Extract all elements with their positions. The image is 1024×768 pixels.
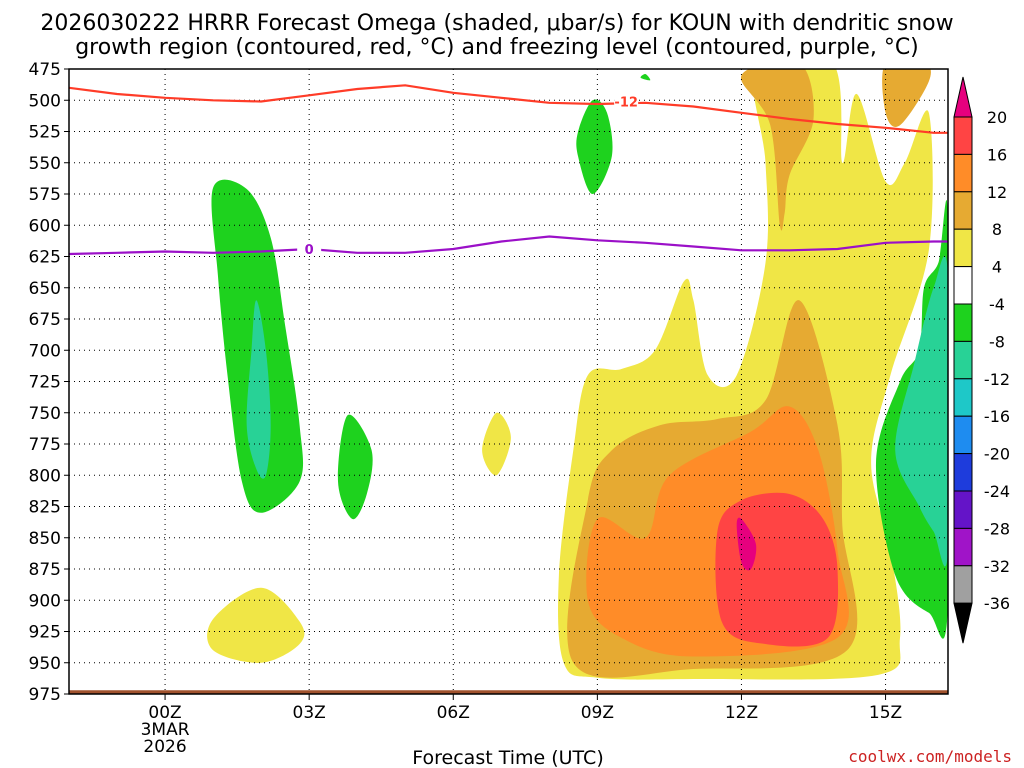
y-tick-label: 650 [29, 279, 61, 299]
colorbar-swatch [953, 527, 973, 567]
colorbar-label: -16 [984, 407, 1010, 426]
contour-label-dendritic-snow-12C: -12 [614, 96, 638, 111]
shaded-omega-regions [69, 69, 948, 694]
x-tick-label: 09Z [581, 703, 614, 723]
colorbar-label: -36 [984, 594, 1010, 613]
y-tick-label: 500 [29, 91, 61, 111]
colorbar-label: -20 [984, 445, 1010, 464]
x-tick-sublabel: 2026 [143, 737, 186, 757]
y-tick-label: 725 [29, 373, 61, 393]
y-tick-label: 775 [29, 435, 61, 455]
omega-shade-region-10 [882, 69, 931, 128]
credit-text: coolwx.com/models [848, 747, 1012, 766]
colorbar-swatch [953, 415, 973, 455]
x-tick-label: 00Z [148, 703, 181, 723]
colorbar-label: -24 [984, 482, 1010, 501]
colorbar-label: -4 [989, 295, 1005, 314]
colorbar-swatch [953, 453, 973, 492]
colorbar-swatch [953, 228, 973, 268]
colorbar-label: -32 [984, 557, 1010, 576]
colorbar-label: -12 [984, 370, 1010, 389]
y-tick-label: 600 [29, 216, 61, 236]
colorbar-label: -28 [984, 519, 1010, 538]
ground-band [69, 690, 948, 694]
contour-freezing-level-0C [69, 235, 948, 256]
x-tick-label: 06Z [437, 703, 470, 723]
colorbar-swatch [953, 303, 973, 342]
omega-shade-region-13 [736, 517, 757, 571]
omega-shade-region-6 [207, 587, 305, 663]
colorbar-swatch [953, 153, 973, 193]
contour-label-bg [614, 93, 639, 108]
contour-label-bg [297, 241, 322, 255]
y-tick-label: 900 [29, 591, 61, 611]
y-tick-label: 675 [29, 310, 61, 330]
colorbar-label: 16 [987, 145, 1007, 164]
colorbar-swatch [953, 191, 973, 230]
x-tick-label: 03Z [293, 703, 326, 723]
omega-shade-region-15 [895, 256, 948, 567]
x-tick-sublabel: 3MAR [141, 720, 190, 740]
y-tick-label: 800 [29, 466, 61, 486]
x-axis-label: Forecast Time (UTC) [412, 747, 603, 768]
colorbar-swatch [953, 340, 973, 380]
y-tick-label: 550 [29, 154, 61, 174]
omega-shade-region-2 [337, 414, 373, 520]
y-tick-label: 825 [29, 498, 61, 518]
grid-lines [69, 69, 948, 694]
y-tick-label: 875 [29, 560, 61, 580]
colorbar-label: 8 [992, 220, 1002, 239]
omega-shade-region-1 [246, 300, 271, 479]
y-tick-label: 475 [29, 60, 61, 80]
y-tick-label: 950 [29, 654, 61, 674]
colorbar-label: -8 [989, 332, 1005, 351]
plot-area: -12 0 475 500 525 550 575 600 625 650 675 700 725 750… [29, 60, 1011, 757]
colorbar-swatch [953, 266, 973, 305]
contour-dendritic-snow-12C [69, 84, 948, 134]
colorbar-swatch [953, 490, 973, 529]
colorbar-label: 12 [987, 183, 1007, 202]
y-tick-label: 625 [29, 248, 61, 268]
colorbar-swatch [953, 565, 973, 604]
y-tick-label: 975 [29, 685, 61, 705]
omega-shade-region-9 [741, 69, 814, 231]
colorbar-swatch [953, 378, 973, 417]
omega-shade-region-4 [640, 73, 651, 81]
y-tick-label: 925 [29, 623, 61, 643]
colorbar-top-arrow [953, 76, 973, 118]
omega-shade-region-3 [576, 99, 613, 194]
colorbar-swatch [953, 116, 973, 155]
chart-title-line2: growth region (contoured, red, °C) and f… [75, 35, 919, 60]
y-tick-label: 700 [29, 341, 61, 361]
y-tick-label: 850 [29, 529, 61, 549]
chart-title-line1: 2026030222 HRRR Forecast Omega (shaded, … [40, 11, 953, 36]
y-tick-label: 750 [29, 404, 61, 424]
colorbar: 20 16 12 8 4 -4 -8 -12 -16 -20 -24 -28 -32 -36 [953, 76, 1010, 644]
colorbar-bottom-arrow [953, 602, 973, 644]
contour-label-freezing-level-0C: 0 [305, 243, 314, 258]
x-tick-label: 15Z [869, 703, 902, 723]
x-tick-label: 12Z [725, 703, 758, 723]
omega-shade-region-5 [482, 412, 511, 476]
colorbar-label: 20 [987, 108, 1007, 127]
omega-shade-region-12 [715, 492, 839, 647]
colorbar-label: 4 [992, 258, 1002, 277]
y-tick-label: 575 [29, 185, 61, 205]
y-tick-label: 525 [29, 123, 61, 143]
